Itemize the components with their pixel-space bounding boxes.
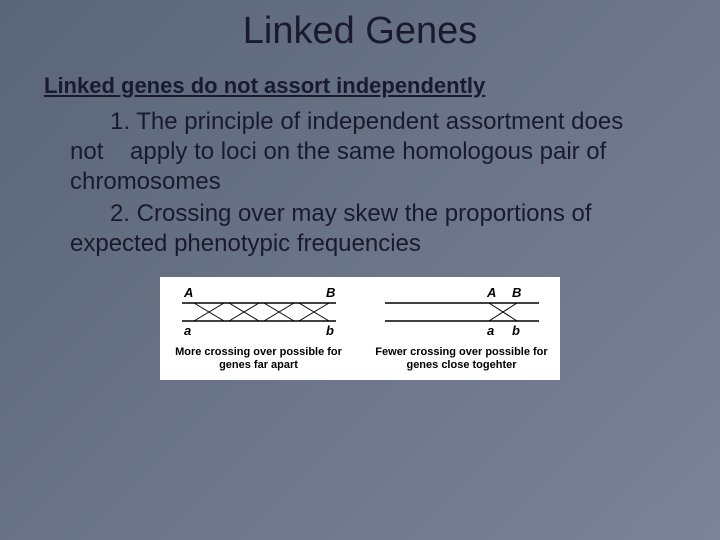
allele-B-top: B xyxy=(326,287,335,300)
allele-a-bottom: a xyxy=(184,323,191,338)
point-1: 1. The principle of independent assortme… xyxy=(70,107,660,197)
diagram-left: A B a b More crossing over possible for … xyxy=(172,287,345,372)
point-2: 2. Crossing over may skew the proportion… xyxy=(70,199,660,259)
point-2-text: 2. Crossing over may skew the proportion… xyxy=(70,200,592,257)
chromosome-svg-left: A B a b xyxy=(174,287,344,342)
diagram-right: A B a b Fewer crossing over possible for… xyxy=(375,287,548,372)
point-1-text: 1. The principle of independent assortme… xyxy=(70,108,623,195)
body-text: 1. The principle of independent assortme… xyxy=(70,107,660,259)
allele-A-top-r: A xyxy=(486,287,496,300)
slide-title: Linked Genes xyxy=(40,10,680,53)
allele-A-top: A xyxy=(183,287,193,300)
chromosome-svg-right: A B a b xyxy=(377,287,547,342)
allele-B-top-r: B xyxy=(512,287,521,300)
slide-container: Linked Genes Linked genes do not assort … xyxy=(0,0,720,540)
allele-b-bottom-r: b xyxy=(512,323,520,338)
allele-a-bottom-r: a xyxy=(487,323,494,338)
crossing-over-diagram: A B a b More crossing over possible for … xyxy=(160,277,560,380)
allele-b-bottom: b xyxy=(326,323,334,338)
caption-right: Fewer crossing over possible for genes c… xyxy=(375,346,548,372)
slide-subtitle: Linked genes do not assort independently xyxy=(44,73,680,99)
caption-left: More crossing over possible for genes fa… xyxy=(172,346,345,372)
